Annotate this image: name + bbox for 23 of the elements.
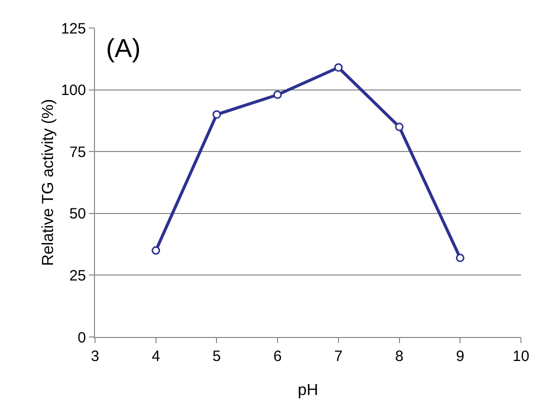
point [334, 63, 343, 72]
x-tick-label: 4 [152, 348, 160, 365]
x-tick-label: 9 [456, 348, 464, 365]
y-tick-label: 25 [69, 267, 86, 284]
x-tick-label: 10 [512, 348, 530, 365]
point [395, 122, 404, 132]
y-tick-label: 50 [69, 206, 86, 223]
x-tick-label: 5 [212, 348, 221, 365]
point [212, 110, 221, 119]
y-axis-title: Relative TG activity (%) [40, 99, 57, 266]
y-tick-label: 125 [60, 20, 86, 38]
point [273, 90, 282, 99]
x-tick-label: 8 [395, 348, 404, 365]
point [152, 246, 160, 255]
y-tick-label: 100 [60, 82, 86, 100]
x-tick-label: 3 [90, 348, 100, 365]
y-tick-label: 0 [78, 329, 86, 346]
x-tick-label: 7 [334, 348, 343, 365]
annotation: (A) [106, 33, 141, 63]
point [456, 254, 464, 262]
y-tick-label: 75 [69, 144, 86, 161]
x-axis-title: pH [298, 382, 318, 399]
x-tick-label: 6 [273, 348, 282, 365]
